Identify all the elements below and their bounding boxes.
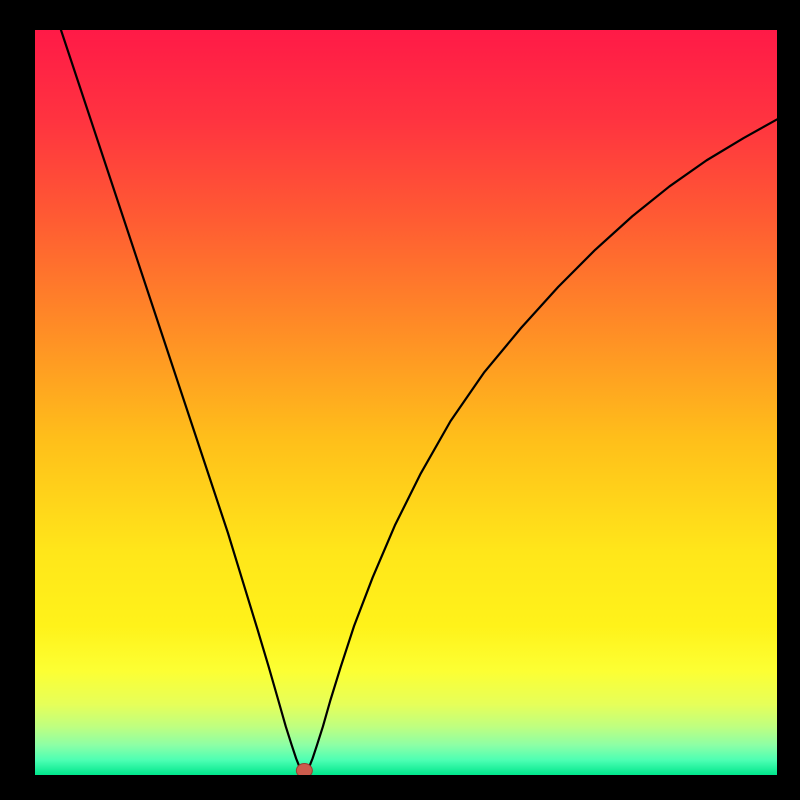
gradient-bg <box>35 30 777 775</box>
curve-svg <box>35 30 777 775</box>
optimal-marker <box>296 764 312 775</box>
plot-area <box>35 30 777 775</box>
